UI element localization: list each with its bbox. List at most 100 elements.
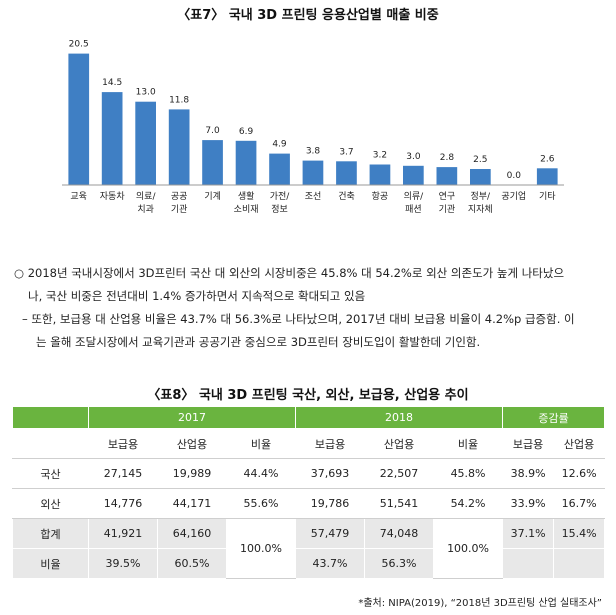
- paragraph-1-line-2: 나, 국산 비중은 전년대비 1.4% 증가하면서 지속적으로 확대되고 있음: [28, 289, 366, 303]
- category-label: 치과: [137, 203, 154, 215]
- bar: [101, 92, 123, 185]
- table-cell: 60.5%: [157, 548, 227, 579]
- subheader-cell: 산업용: [553, 428, 606, 459]
- paragraph-1: ○ 2018년 국내시장에서 3D프린터 국산 대 외산의 시장비중은 45.8…: [10, 262, 610, 308]
- category-label: 기계: [204, 190, 221, 202]
- subheader-cell: 비율: [225, 428, 297, 459]
- table-cell: 41,921: [88, 518, 158, 549]
- subheader-cell: 산업용: [157, 428, 227, 459]
- table-cell: 37.1%: [502, 518, 555, 549]
- category-label: 소비재: [234, 204, 259, 215]
- table-cell: [553, 548, 606, 579]
- table-title: 〈표8〉 국내 3D 프린팅 국산, 외산, 보급용, 산업용 추이: [147, 388, 469, 403]
- category-label: 기관: [439, 204, 456, 215]
- table-row-domestic: 국산 27,145 19,989 44.4% 37,693 22,507 45.…: [12, 458, 606, 489]
- category-label: 정보: [271, 204, 288, 215]
- table-cell: 37,693: [295, 458, 366, 489]
- table-cell: 55.6%: [225, 488, 297, 519]
- category-label: 공공: [171, 191, 188, 202]
- row-label: 외산: [12, 488, 89, 519]
- category-label: 의료/: [136, 191, 157, 202]
- group-header-2017: 2017: [87, 406, 297, 429]
- value-label: 11.8: [169, 95, 189, 105]
- category-label: 생활: [238, 190, 255, 202]
- bar: [436, 167, 458, 185]
- table-cell: 15.4%: [553, 518, 606, 549]
- category-label: 가전/: [270, 191, 291, 202]
- table-cell: 19,786: [295, 488, 366, 519]
- value-label: 13.0: [136, 88, 156, 98]
- bar: [235, 140, 257, 185]
- bar: [302, 160, 324, 185]
- subheader-cell: 비율: [433, 428, 504, 459]
- bars-group: 20.5 교육 14.5 자동차 13.0 의료/치과 11.8 공공기관 7.0 기계 6.9 생활…: [68, 40, 558, 215]
- value-label: 3.7: [339, 147, 353, 157]
- row-label: 비율: [12, 548, 89, 579]
- bar: [269, 153, 290, 185]
- table-cell: 51,541: [364, 488, 435, 519]
- bullet-dash: –: [22, 312, 28, 326]
- bar: [470, 169, 491, 185]
- table-row-ratio: 비율 39.5% 60.5% 43.7% 56.3%: [12, 548, 606, 579]
- table-cell: 54.2%: [433, 488, 504, 519]
- value-label: 4.9: [272, 140, 287, 150]
- value-label: 3.2: [373, 151, 387, 161]
- subheader-corner: [12, 428, 89, 459]
- bar: [336, 161, 357, 185]
- category-label: 지자체: [468, 204, 493, 215]
- paragraph-2-line-2: 는 올해 조달시장에서 교육기관과 공공기관 중심으로 3D프린터 장비도입이 …: [36, 335, 481, 349]
- value-label: 0.0: [507, 171, 522, 181]
- group-header-2018: 2018: [295, 406, 504, 429]
- value-label: 2.8: [440, 153, 455, 163]
- table-cell: 16.7%: [553, 488, 606, 519]
- category-label: 건축: [338, 191, 355, 202]
- category-label: 항공: [372, 191, 389, 202]
- value-label: 2.6: [540, 154, 555, 164]
- category-label: 공기업: [501, 191, 526, 202]
- value-label: 7.0: [205, 126, 220, 136]
- merged-ratio-2018: 100.0%: [433, 518, 504, 579]
- table-cell: 33.9%: [502, 488, 555, 519]
- category-label: 자동차: [100, 190, 126, 202]
- value-label: 14.5: [102, 78, 122, 88]
- category-label: 조선: [305, 191, 322, 202]
- row-label: 국산: [12, 458, 89, 489]
- category-label: 기관: [171, 204, 188, 215]
- subheader-cell: 보급용: [88, 428, 158, 459]
- table-cell: 44.4%: [225, 458, 297, 489]
- table-corner: [12, 406, 89, 429]
- bar: [135, 101, 156, 185]
- category-label: 연구: [439, 191, 456, 202]
- bar: [369, 164, 391, 185]
- category-label: 기타: [539, 191, 556, 202]
- bar-chart: 20.5 교육 14.5 자동차 13.0 의료/치과 11.8 공공기관 7.0 기계 6.9 생활…: [62, 40, 564, 215]
- group-header-growth: 증감률: [502, 406, 606, 429]
- category-label: 교육: [70, 191, 87, 202]
- subheader-cell: 보급용: [295, 428, 366, 459]
- paragraph-2-line-1: 또한, 보급용 대 산업용 비율은 43.7% 대 56.3%로 나타났으며, …: [31, 312, 575, 326]
- table-cell: 39.5%: [88, 548, 158, 579]
- bar: [202, 140, 223, 185]
- value-label: 6.9: [239, 127, 254, 137]
- table-cell: 27,145: [88, 458, 158, 489]
- value-label: 2.5: [473, 155, 487, 165]
- value-label: 3.8: [306, 147, 321, 157]
- subheader-cell: 산업용: [364, 428, 435, 459]
- subheader-cell: 보급용: [502, 428, 555, 459]
- row-label: 합계: [12, 518, 89, 549]
- category-label: 의류/: [404, 191, 425, 202]
- chart-title: 〈표7〉 국내 3D 프린팅 응용산업별 매출 비중: [177, 8, 439, 23]
- market-table: 2017 2018 증감률 보급용 산업용 비율 보급용 산업용 비율 보급용 …: [12, 406, 606, 579]
- category-label: 정부/: [471, 191, 492, 202]
- table-cell: 56.3%: [364, 548, 435, 579]
- category-label: 패션: [405, 204, 422, 215]
- paragraph-2: – 또한, 보급용 대 산업용 비율은 43.7% 대 56.3%로 나타났으며…: [10, 308, 610, 354]
- table-row-total: 합계 41,921 64,160 100.0% 57,479 74,048 10…: [12, 518, 606, 579]
- table-cell: 43.7%: [295, 548, 366, 579]
- bar: [168, 109, 190, 185]
- table-cell: 19,989: [157, 458, 227, 489]
- value-label: 20.5: [69, 40, 89, 50]
- bar: [403, 165, 424, 185]
- table-cell: 64,160: [157, 518, 227, 549]
- table-cell: 44,171: [157, 488, 227, 519]
